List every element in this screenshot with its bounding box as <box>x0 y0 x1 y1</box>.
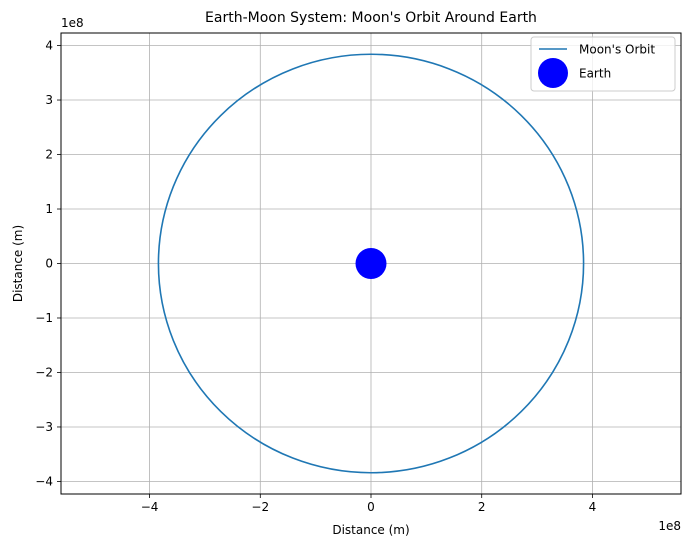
x-tick-label: 2 <box>478 500 486 514</box>
y-tick-label: 3 <box>45 93 53 107</box>
legend-label-earth: Earth <box>579 67 611 81</box>
y-tick-label: 2 <box>45 148 53 162</box>
y-tick-label: 1 <box>45 202 53 216</box>
ticks: −4 −2 0 2 4 −4 −3 −2 −1 0 1 2 3 4 <box>35 39 596 514</box>
y-tick-label: −1 <box>35 311 53 325</box>
legend: Moon's Orbit Earth <box>530 36 676 92</box>
series <box>157 53 585 474</box>
x-tick-label: 0 <box>367 500 375 514</box>
y-tick-label: 0 <box>45 257 53 271</box>
y-axis-label: Distance (m) <box>11 225 25 302</box>
x-axis-offset-label: 1e8 <box>658 519 681 533</box>
x-tick-label: −4 <box>141 500 159 514</box>
y-tick-label: −3 <box>35 420 53 434</box>
x-axis-label: Distance (m) <box>332 523 409 537</box>
moon-orbit-line <box>157 53 585 474</box>
chart-title: Earth-Moon System: Moon's Orbit Around E… <box>205 10 537 26</box>
legend-swatch-earth <box>538 58 568 88</box>
x-tick-label: −2 <box>251 500 269 514</box>
y-axis-offset-label: 1e8 <box>61 16 84 30</box>
earth-marker <box>355 248 387 279</box>
y-tick-label: −2 <box>35 365 53 379</box>
y-tick-label: 4 <box>45 39 53 53</box>
legend-label-moons-orbit: Moon's Orbit <box>579 43 655 57</box>
y-tick-label: −4 <box>35 474 53 488</box>
x-tick-label: 4 <box>589 500 597 514</box>
